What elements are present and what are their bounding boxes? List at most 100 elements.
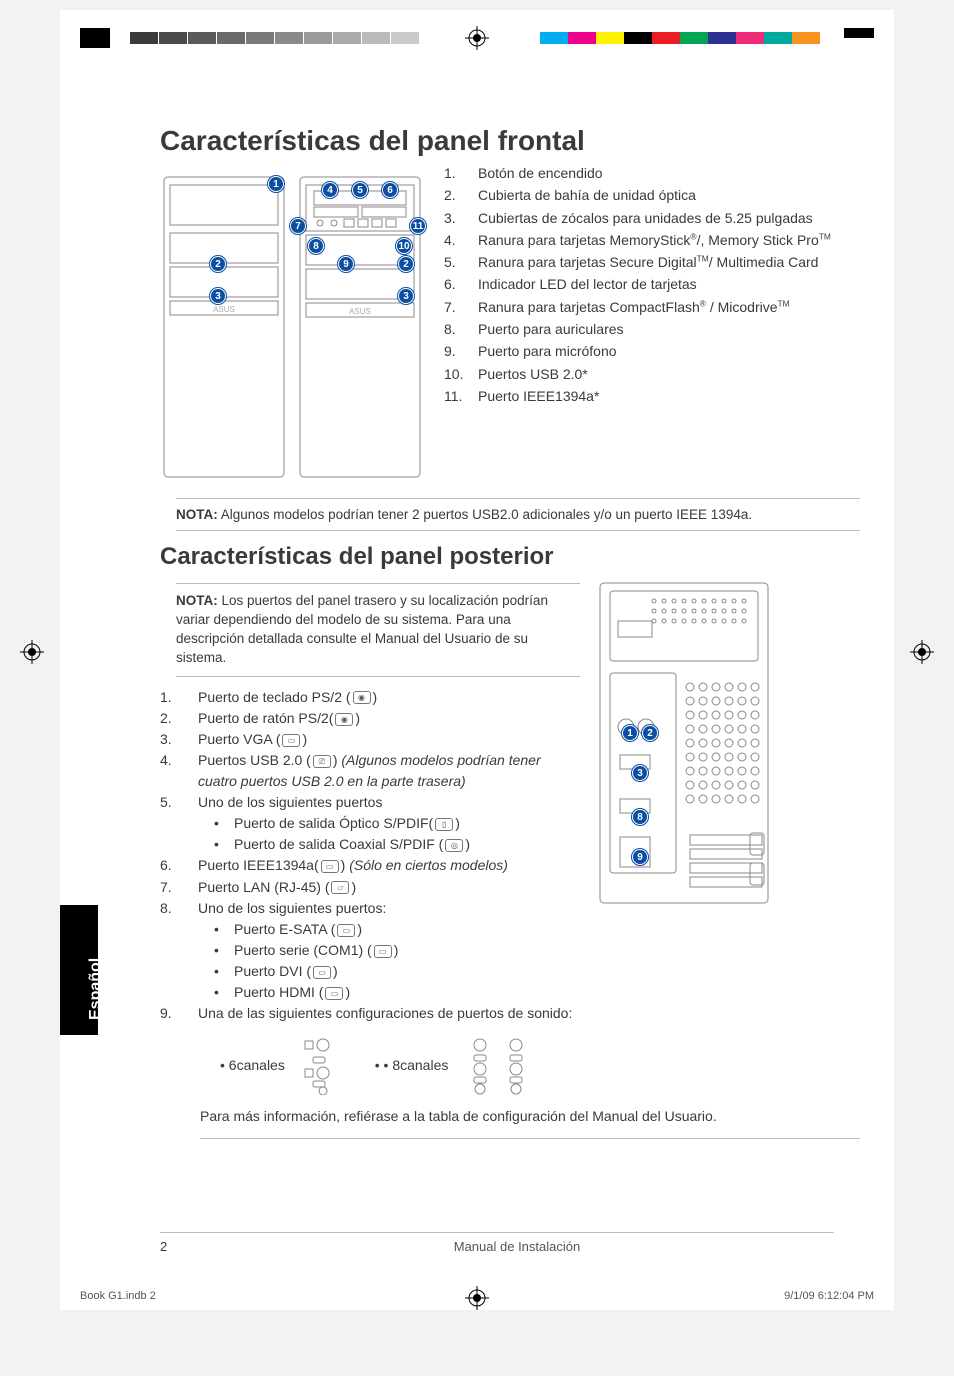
item-text: Ranura para tarjetas MemoryStick®/, Memo…: [478, 230, 831, 250]
esata-icon: ▭: [337, 924, 355, 937]
rear-panel-svg: [594, 577, 774, 917]
item-number: 9.: [444, 341, 478, 361]
1394-icon: ▭: [321, 860, 339, 873]
item-number: 9.: [160, 1003, 198, 1023]
item-text: Uno de los siguientes puertos: [198, 792, 580, 812]
channels-6-icons: [295, 1035, 335, 1098]
item-number: 4.: [444, 230, 478, 250]
list-item: 9. Una de las siguientes configuraciones…: [160, 1003, 580, 1023]
rear-panel-heading: Características del panel posterior: [160, 543, 860, 571]
more-info-text: Para más información, refiérase a la tab…: [200, 1108, 860, 1139]
list-item: 10.Puertos USB 2.0*: [444, 364, 860, 384]
item-number: 6.: [160, 855, 198, 875]
note-front: NOTA: Algunos modelos podrían tener 2 pu…: [176, 498, 860, 531]
item-text: Puerto serie (COM1) (▭): [234, 940, 398, 961]
item-number: 8.: [160, 898, 198, 918]
opt-icon: ▯: [435, 818, 453, 831]
sublist-item: Puerto de salida Coaxial S/PDIF (◎): [214, 834, 580, 855]
page-number: 2: [160, 1239, 200, 1254]
front-panel-heading: Características del panel frontal: [160, 125, 860, 157]
item-text: Puertos USB 2.0 (⎚) (Algunos modelos pod…: [198, 750, 580, 791]
rear-sublist-5: Puerto de salida Óptico S/PDIF(▯)Puerto …: [160, 813, 580, 855]
crop-mark: [80, 28, 110, 48]
registration-mark-icon: [910, 640, 934, 664]
note-text: Los puertos del panel trasero y su local…: [176, 593, 548, 665]
list-item: 8.Uno de los siguientes puertos:: [160, 898, 580, 918]
item-number: 2.: [160, 708, 198, 728]
list-item: 4.Puertos USB 2.0 (⎚) (Algunos modelos p…: [160, 750, 580, 791]
list-item: 1.Puerto de teclado PS/2 (◉): [160, 687, 580, 707]
dvi-icon: ▭: [313, 966, 331, 979]
rear-panel-text: NOTA: Los puertos del panel trasero y su…: [160, 577, 580, 1025]
rear-panel-diagram: 12389: [594, 577, 860, 1025]
item-number: 1.: [160, 687, 198, 707]
lan-icon: ▱: [331, 881, 349, 894]
item-text: Indicador LED del lector de tarjetas: [478, 274, 697, 294]
rear-sublist-8: Puerto E-SATA (▭)Puerto serie (COM1) (▭)…: [160, 919, 580, 1003]
rear-panel-list-2: 6.Puerto IEEE1394a(▭) (Sólo en ciertos m…: [160, 855, 580, 918]
list-item: 5.Uno de los siguientes puertos: [160, 792, 580, 812]
callout-bubble: 2: [398, 256, 414, 272]
channels-6-label: 6canales: [220, 1057, 285, 1073]
item-text: Ranura para tarjetas Secure DigitalTM/ M…: [478, 252, 818, 272]
list-item: 1.Botón de encendido: [444, 163, 860, 183]
callout-bubble: 10: [396, 238, 412, 254]
item-text: Puerto para micrófono: [478, 341, 617, 361]
callout-bubble: 6: [382, 182, 398, 198]
front-panel-section: ASUS: [160, 163, 860, 488]
item-text: Puerto de salida Óptico S/PDIF(▯): [234, 813, 460, 834]
content-area: Características del panel frontal ASUS: [160, 125, 860, 1139]
list-item: 4.Ranura para tarjetas MemoryStick®/, Me…: [444, 230, 860, 250]
serial-icon: ▭: [374, 945, 392, 958]
indd-timestamp: 9/1/09 6:12:04 PM: [784, 1290, 874, 1302]
callout-bubble: 2: [642, 725, 658, 741]
callout-bubble: 3: [632, 765, 648, 781]
language-tab: Español: [60, 905, 98, 1035]
hdmi-icon: ▭: [325, 987, 343, 1000]
item-text: Puerto DVI (▭): [234, 961, 338, 982]
item-text: Puertos USB 2.0*: [478, 364, 588, 384]
list-item: 2.Cubierta de bahía de unidad óptica: [444, 185, 860, 205]
channels-8: • 8canales: [395, 1035, 539, 1098]
rear-panel-section: NOTA: Los puertos del panel trasero y su…: [160, 577, 860, 1025]
front-panel-svg: ASUS: [160, 163, 430, 483]
ps2-icon: ◉: [335, 713, 353, 726]
front-panel-diagrams: ASUS: [160, 163, 430, 488]
sublist-item: Puerto HDMI (▭): [214, 982, 580, 1003]
channels-6: 6canales: [220, 1035, 335, 1098]
list-item: 9.Puerto para micrófono: [444, 341, 860, 361]
item-text: Puerto para auriculares: [478, 319, 624, 339]
note-label: NOTA:: [176, 593, 218, 608]
note-rear: NOTA: Los puertos del panel trasero y su…: [176, 583, 580, 677]
item-text: Puerto IEEE1394a(▭) (Sólo en ciertos mod…: [198, 855, 580, 875]
sublist-item: Puerto de salida Óptico S/PDIF(▯): [214, 813, 580, 834]
callout-bubble: 11: [410, 218, 426, 234]
item-number: 3.: [444, 208, 478, 228]
list-item: 7.Ranura para tarjetas CompactFlash® / M…: [444, 297, 860, 317]
item-text: Puerto de ratón PS/2(◉): [198, 708, 580, 728]
callout-bubble: 7: [290, 218, 306, 234]
list-item: 6.Indicador LED del lector de tarjetas: [444, 274, 860, 294]
item-text: Puerto IEEE1394a*: [478, 386, 599, 406]
list-item: 3.Puerto VGA (▭): [160, 729, 580, 749]
callout-bubble: 8: [308, 238, 324, 254]
list-item: 6.Puerto IEEE1394a(▭) (Sólo en ciertos m…: [160, 855, 580, 875]
item-text: Una de las siguientes configuraciones de…: [198, 1003, 580, 1023]
registration-mark-icon: [465, 26, 489, 50]
gray-swatch-row: [130, 32, 420, 44]
channels-8-icons: [458, 1035, 538, 1098]
callout-bubble: 3: [398, 288, 414, 304]
svg-text:ASUS: ASUS: [349, 307, 371, 316]
list-item: 11.Puerto IEEE1394a*: [444, 386, 860, 406]
list-item: 3.Cubiertas de zócalos para unidades de …: [444, 208, 860, 228]
item-number: 10.: [444, 364, 478, 384]
crop-mark: [844, 28, 874, 38]
item-text: Botón de encendido: [478, 163, 603, 183]
list-item: 7.Puerto LAN (RJ-45) (▱): [160, 877, 580, 897]
item-number: 5.: [444, 252, 478, 272]
rear-panel-list: 1.Puerto de teclado PS/2 (◉)2.Puerto de …: [160, 687, 580, 813]
item-number: 6.: [444, 274, 478, 294]
item-number: 11.: [444, 386, 478, 406]
audio-channels-row: 6canales • 8canales: [220, 1035, 860, 1098]
callout-bubble: 8: [632, 809, 648, 825]
